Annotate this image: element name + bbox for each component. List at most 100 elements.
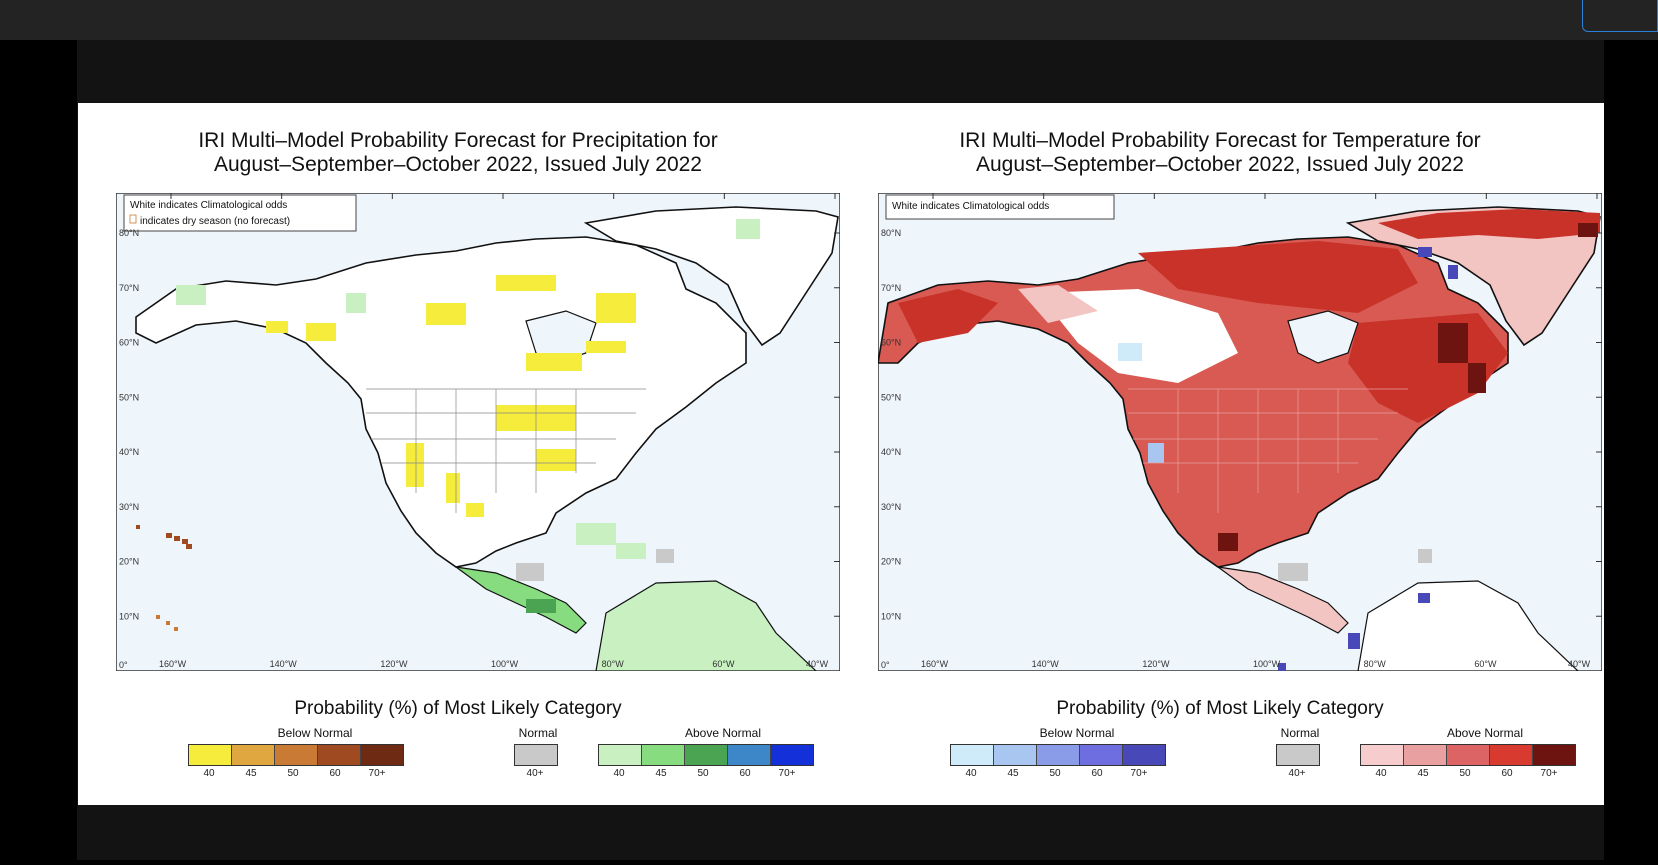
precip-state-borders	[366, 388, 646, 513]
colorbar-tick: 60	[329, 768, 341, 779]
colorbar-tick: 50	[697, 768, 709, 779]
temp-lon-label: 40°W	[1568, 659, 1591, 669]
temp-normal-ticks: 40+	[1276, 768, 1318, 779]
temp-extreme-areas	[1218, 223, 1598, 551]
precip-lat-label: 20°N	[119, 557, 139, 567]
temp-legend-note-1: White indicates Climatological odds	[892, 201, 1049, 212]
temperature-panel: IRI Multi–Model Probability Forecast for…	[840, 103, 1602, 805]
colorbar-swatch	[1123, 745, 1165, 765]
precip-pacific-dots	[156, 615, 178, 631]
colorbar-tick: 40+	[1288, 768, 1306, 779]
colorbar-tick: 70+	[778, 768, 796, 779]
forecast-slide: IRI Multi–Model Probability Forecast for…	[78, 103, 1604, 805]
colorbar-tick: 40+	[526, 768, 544, 779]
temp-lon-label: 140°W	[1032, 659, 1060, 669]
colorbar-swatch	[1080, 745, 1123, 765]
precip-south-america	[595, 580, 817, 671]
precip-lon-label: 120°W	[380, 659, 408, 669]
temp-cold-patches	[1278, 247, 1458, 671]
precip-below-swatches	[188, 744, 404, 766]
colorbar-swatch	[1490, 745, 1533, 765]
precip-above-label: Above Normal	[684, 726, 762, 740]
temp-lat-label: 0°	[881, 660, 890, 670]
precip-lat-label: 60°N	[119, 338, 139, 348]
colorbar-swatch	[1447, 745, 1490, 765]
colorbar-tick: 60	[739, 768, 751, 779]
colorbar-tick: 45	[1007, 768, 1019, 779]
colorbar-swatch	[1361, 745, 1404, 765]
colorbar-tick: 40	[203, 768, 215, 779]
precip-wet-patches	[176, 219, 760, 559]
colorbar-swatch	[318, 745, 361, 765]
precipitation-panel: IRI Multi–Model Probability Forecast for…	[78, 103, 840, 805]
temp-lat-label: 40°N	[881, 447, 901, 457]
colorbar-tick: 40	[613, 768, 625, 779]
temp-lat-label: 80°N	[881, 228, 901, 238]
precip-lon-label: 100°W	[491, 659, 519, 669]
precip-above-swatches	[598, 744, 814, 766]
temp-normal-swatches	[1276, 744, 1320, 766]
temp-below-swatches	[950, 744, 1166, 766]
precip-lat-label: 80°N	[119, 228, 139, 238]
precip-lon-label: 60°W	[712, 659, 735, 669]
temp-map: White indicates Climatological odds 80°N…	[878, 193, 1602, 671]
precip-map: White indicates Climatological odds indi…	[116, 193, 840, 671]
colorbar-swatch	[1037, 745, 1080, 765]
temp-above-label: Above Normal	[1446, 726, 1524, 740]
colorbar-swatch	[994, 745, 1037, 765]
colorbar-tick: 45	[1417, 768, 1429, 779]
temp-colorbar-title: Probability (%) of Most Likely Category	[1056, 698, 1384, 719]
colorbar-swatch	[515, 745, 557, 765]
precip-lat-label: 40°N	[119, 447, 139, 457]
colorbar-tick: 70+	[1540, 768, 1558, 779]
precip-legend-note-2: indicates dry season (no forecast)	[140, 216, 290, 227]
temp-state-borders	[1128, 388, 1408, 513]
temp-colorbar: Probability (%) of Most Likely Category …	[840, 698, 1600, 798]
temp-title-line1: IRI Multi–Model Probability Forecast for…	[959, 129, 1481, 152]
colorbar-swatch	[642, 745, 685, 765]
temp-hudson-bay	[1287, 310, 1359, 364]
temp-lat-label: 50°N	[881, 392, 901, 402]
precip-colorbar-title: Probability (%) of Most Likely Category	[294, 698, 622, 719]
temp-legend-box: White indicates Climatological odds	[885, 194, 1115, 220]
precip-legend-box: White indicates Climatological odds indi…	[123, 194, 357, 232]
precip-normal-swatches	[514, 744, 558, 766]
temp-weak-areas	[1018, 285, 1238, 463]
temp-lat-label: 10°N	[881, 611, 901, 621]
temp-lat-label: 70°N	[881, 283, 901, 293]
temp-lon-label: 100°W	[1253, 659, 1281, 669]
precip-above-ticks: 40 45 50 60 70+	[598, 768, 808, 779]
colorbar-swatch	[771, 745, 813, 765]
temp-greenland-north	[1378, 209, 1600, 239]
colorbar-tick: 50	[1459, 768, 1471, 779]
precip-greenland	[583, 206, 839, 347]
colorbar-swatch	[951, 745, 994, 765]
colorbar-tick: 60	[1091, 768, 1103, 779]
precip-lat-label: 70°N	[119, 283, 139, 293]
temp-normal-label: Normal	[1280, 726, 1320, 740]
precip-lat-label: 50°N	[119, 392, 139, 402]
colorbar-swatch	[189, 745, 232, 765]
temp-south-america	[1357, 580, 1579, 671]
precip-hawaii	[136, 525, 192, 549]
precip-title-line1: IRI Multi–Model Probability Forecast for…	[198, 129, 718, 152]
precip-below-ticks: 40 45 50 60 70+	[188, 768, 398, 779]
precip-lon-label: 160°W	[159, 659, 187, 669]
top-toolbar	[0, 0, 1658, 40]
temp-lat-label: 30°N	[881, 502, 901, 512]
temp-above-swatches	[1360, 744, 1576, 766]
precip-title-line2: August–September–October 2022, Issued Ju…	[214, 153, 702, 176]
temp-below-label: Below Normal	[1039, 726, 1115, 740]
precip-legend-note-1: White indicates Climatological odds	[130, 200, 287, 211]
colorbar-swatch	[1533, 745, 1575, 765]
temp-below-ticks: 40 45 50 60 70+	[950, 768, 1160, 779]
precip-wet-strong	[526, 599, 556, 613]
precip-below-label: Below Normal	[277, 726, 353, 740]
colorbar-tick: 60	[1501, 768, 1513, 779]
colorbar-swatch	[1404, 745, 1447, 765]
window-control-box[interactable]	[1582, 0, 1658, 32]
precip-lon-label: 40°W	[806, 659, 829, 669]
colorbar-tick: 70+	[1130, 768, 1148, 779]
precip-lon-label: 140°W	[270, 659, 298, 669]
temp-title-line2: August–September–October 2022, Issued Ju…	[976, 153, 1464, 176]
